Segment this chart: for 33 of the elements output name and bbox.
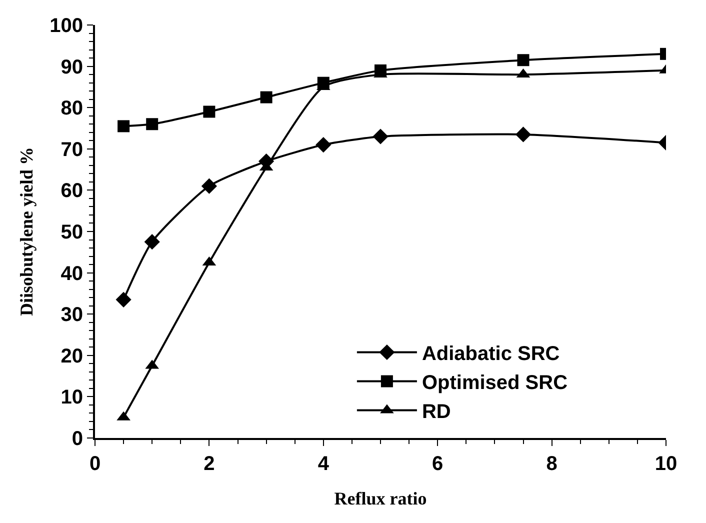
point: [201, 178, 217, 194]
y-tick-label: 10: [60, 386, 83, 409]
y-tick-label: 0: [72, 428, 83, 450]
x-tick-label: 8: [546, 453, 558, 475]
y-tick-label: 90: [60, 56, 83, 78]
y-tick-label: 50: [60, 222, 83, 244]
point: [116, 292, 132, 308]
point: [372, 128, 388, 144]
y-tick-label: 40: [60, 262, 83, 285]
y-tick-label: 30: [60, 304, 83, 326]
legend-label: Adiabatic SRC: [422, 343, 560, 366]
legend-label: RD: [422, 401, 451, 424]
legend-label: Optimised SRC: [422, 372, 568, 394]
x-tick-label: 4: [318, 453, 330, 475]
point: [515, 126, 532, 142]
y-axis-title: Diisobutylene yield %: [16, 146, 36, 316]
x-tick-label: 0: [89, 453, 101, 475]
x-tick-label: 6: [432, 453, 444, 475]
y-tick-label: 100: [50, 15, 83, 37]
y-tick-label: 70: [60, 138, 83, 161]
y-tick-label: 80: [60, 98, 83, 120]
y-tick-label: 20: [60, 345, 83, 368]
point: [316, 136, 332, 153]
point: [144, 234, 160, 250]
x-tick-label: 2: [204, 453, 215, 475]
point: [260, 91, 272, 104]
x-tick-label: 10: [654, 453, 678, 475]
point: [118, 120, 130, 132]
point: [146, 118, 158, 130]
x-axis-title: Reflux ratio: [334, 488, 427, 509]
point: [517, 54, 530, 66]
y-tick-label: 60: [60, 180, 83, 202]
point: [203, 106, 216, 118]
